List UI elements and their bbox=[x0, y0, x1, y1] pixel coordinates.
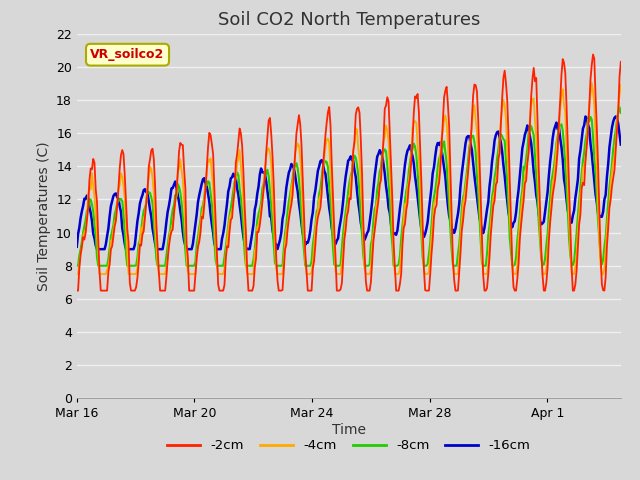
Legend: -2cm, -4cm, -8cm, -16cm: -2cm, -4cm, -8cm, -16cm bbox=[162, 434, 536, 457]
X-axis label: Time: Time bbox=[332, 423, 366, 437]
Text: VR_soilco2: VR_soilco2 bbox=[90, 48, 164, 61]
Y-axis label: Soil Temperatures (C): Soil Temperatures (C) bbox=[36, 141, 51, 291]
Title: Soil CO2 North Temperatures: Soil CO2 North Temperatures bbox=[218, 11, 480, 29]
